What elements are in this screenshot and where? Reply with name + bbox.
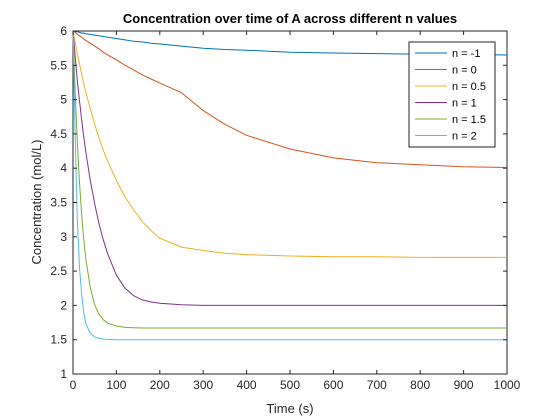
series-layer [72,30,508,341]
series-line-0 [72,30,508,56]
y-tick-label: 4 [60,161,67,175]
legend-box [408,41,496,148]
x-axis-label: Time (s) [266,401,313,416]
series-line-3 [72,30,507,306]
y-tick-label: 2.5 [50,264,67,278]
y-axis: 1 1.5 2 2.5 3 3.5 4 4.5 5 5.5 6 [50,24,507,381]
series-line-4 [72,30,507,329]
chart-title: Concentration over time of A across diff… [123,11,457,26]
legend-label: n = -1 [452,48,480,60]
x-tick-label: 100 [106,378,126,392]
x-tick-label: 800 [410,378,430,392]
x-tick-label: 0 [70,378,77,392]
y-tick-label: 5.5 [50,58,67,72]
y-tick-label: 1 [60,367,67,381]
series-line-1 [72,30,508,168]
y-tick-label: 4.5 [50,127,67,141]
legend-label: n = 2 [452,131,477,143]
x-tick-label: 500 [280,378,300,392]
x-tick-label: 1000 [494,378,521,392]
legend-label: n = 1 [452,98,477,110]
y-tick-label: 3.5 [50,196,67,210]
y-tick-label: 3 [60,230,67,244]
legend-label: n = 1.5 [452,114,486,126]
x-tick-label: 400 [237,378,257,392]
legend-label: n = 0 [452,65,477,77]
legend: n = -1 n = 0 n = 0.5 n = 1 n = 1.5 n = 2 [408,41,496,148]
x-tick-label: 200 [150,378,170,392]
x-tick-label: 700 [367,378,387,392]
series-line-2 [72,30,507,258]
y-tick-label: 5 [60,93,67,107]
y-axis-label: Concentration (mol/L) [29,140,44,265]
y-tick-label: 2 [60,298,67,312]
y-tick-label: 6 [60,24,67,38]
x-tick-label: 600 [323,378,343,392]
x-axis: 0 100 200 300 400 500 600 700 800 900 1000 [70,31,521,392]
series-line-5 [72,30,507,341]
y-tick-label: 1.5 [50,333,67,347]
x-tick-label: 900 [454,378,474,392]
legend-label: n = 0.5 [452,81,486,93]
x-tick-label: 300 [193,378,213,392]
